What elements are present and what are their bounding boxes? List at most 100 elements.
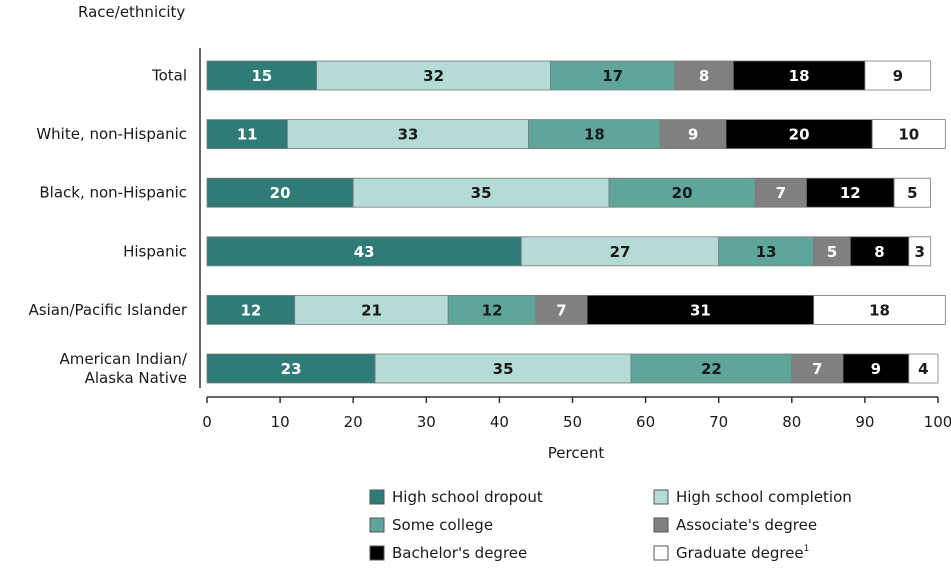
bar-value-label: 21 bbox=[361, 301, 382, 319]
legend-label-associate-s-degree: Associate's degree bbox=[676, 516, 817, 534]
bar-segment-graduate-degree bbox=[908, 236, 932, 267]
bar-segment-some-college bbox=[630, 353, 793, 384]
legend-label-high-school-completion: High school completion bbox=[676, 488, 852, 506]
bar-segment-high-school-dropout bbox=[206, 60, 317, 91]
x-tick-label: 100 bbox=[924, 413, 951, 431]
bar-segment-some-college bbox=[550, 60, 676, 91]
legend-label-some-college: Some college bbox=[392, 516, 493, 534]
bar-value-label: 12 bbox=[840, 184, 861, 202]
x-tick-label: 0 bbox=[202, 413, 212, 431]
bar-segment-associate-s-degree bbox=[659, 119, 727, 149]
bar-value-label: 35 bbox=[471, 184, 492, 202]
bar-segment-bachelor-s-degree bbox=[725, 119, 873, 149]
bar-value-label: 20 bbox=[789, 126, 810, 144]
bar-segment-bachelor-s-degree bbox=[849, 236, 910, 267]
bar-value-label: 4 bbox=[918, 360, 928, 378]
legend: High school dropout High school completio… bbox=[369, 488, 852, 562]
bar-segment-bachelor-s-degree bbox=[806, 177, 895, 208]
bar-segment-high-school-dropout bbox=[206, 353, 376, 384]
bar-segment-associate-s-degree bbox=[674, 60, 734, 91]
category-label: White, non-Hispanic bbox=[36, 125, 187, 143]
bar-segment-associate-s-degree bbox=[535, 294, 588, 325]
bar-value-label: 15 bbox=[251, 67, 272, 85]
x-tick-label: 60 bbox=[636, 413, 655, 431]
bar-value-label: 11 bbox=[237, 126, 258, 144]
category-label: Black, non-Hispanic bbox=[39, 184, 187, 202]
bar-segment-some-college bbox=[608, 177, 756, 208]
bar-value-label: 13 bbox=[756, 243, 777, 261]
bar-segment-high-school-completion bbox=[294, 294, 449, 325]
bar-value-label: 18 bbox=[789, 67, 810, 85]
y-axis-title: Race/ethnicity bbox=[78, 3, 185, 21]
bar-segment-high-school-completion bbox=[286, 119, 529, 149]
bar-value-label: 33 bbox=[398, 126, 419, 144]
bar-value-label: 10 bbox=[898, 126, 919, 144]
bar-segment-graduate-degree bbox=[908, 353, 939, 384]
bar-value-label: 3 bbox=[914, 243, 924, 261]
legend-label-graduate-degree: Graduate degree1 bbox=[676, 544, 809, 562]
bar-segment-some-college bbox=[718, 236, 815, 267]
bar-segment-graduate-degree bbox=[871, 119, 946, 149]
bar-value-label: 20 bbox=[270, 184, 291, 202]
bar-value-label: 5 bbox=[907, 184, 917, 202]
bar-value-label: 12 bbox=[240, 301, 261, 319]
bar-value-label: 12 bbox=[482, 301, 503, 319]
bar-segment-high-school-completion bbox=[316, 60, 551, 91]
bar-value-label: 7 bbox=[556, 301, 566, 319]
bar-value-label: 18 bbox=[584, 126, 605, 144]
bar-value-label: 9 bbox=[893, 67, 903, 85]
bar-value-label: 18 bbox=[869, 301, 890, 319]
bar-value-label: 27 bbox=[610, 243, 631, 261]
x-tick-label: 70 bbox=[709, 413, 728, 431]
legend-label-bachelor-s-degree: Bachelor's degree bbox=[392, 544, 527, 562]
bar-segment-high-school-completion bbox=[352, 177, 610, 208]
category-label: Hispanic bbox=[123, 242, 187, 260]
bar-segment-associate-s-degree bbox=[754, 177, 807, 208]
x-axis-title: Percent bbox=[548, 444, 605, 462]
bar-segment-high-school-completion bbox=[520, 236, 720, 267]
x-tick-label: 30 bbox=[417, 413, 436, 431]
bar-value-label: 8 bbox=[699, 67, 709, 85]
bar-value-label: 7 bbox=[776, 184, 786, 202]
legend-swatch-associate-s-degree bbox=[653, 517, 669, 533]
x-tick-label: 50 bbox=[563, 413, 582, 431]
bar-value-label: 5 bbox=[827, 243, 837, 261]
x-tick-label: 90 bbox=[855, 413, 874, 431]
bar-segment-bachelor-s-degree bbox=[586, 294, 815, 325]
bar-value-label: 43 bbox=[354, 243, 375, 261]
x-ticks-group: 0 10 20 30 40 50 60 70 80 90 100 bbox=[202, 397, 951, 431]
legend-swatch-graduate-degree bbox=[653, 545, 669, 561]
bar-value-label: 9 bbox=[688, 126, 698, 144]
bar-segment-high-school-dropout bbox=[206, 119, 288, 149]
bar-value-label: 17 bbox=[602, 67, 623, 85]
x-tick-label: 40 bbox=[490, 413, 509, 431]
bar-value-label: 9 bbox=[871, 360, 881, 378]
bar-segment-graduate-degree bbox=[813, 294, 946, 325]
bar-value-label: 22 bbox=[701, 360, 722, 378]
bar-value-label: 35 bbox=[493, 360, 514, 378]
legend-swatch-high-school-completion bbox=[653, 489, 669, 505]
bar-segment-graduate-degree bbox=[893, 177, 931, 208]
bar-value-label: 23 bbox=[281, 360, 302, 378]
x-tick-label: 20 bbox=[344, 413, 363, 431]
legend-swatch-high-school-dropout bbox=[369, 489, 385, 505]
category-label: Asian/Pacific Islander bbox=[29, 301, 188, 319]
x-tick-label: 10 bbox=[271, 413, 290, 431]
legend-swatch-bachelor-s-degree bbox=[369, 545, 385, 561]
bar-value-label: 20 bbox=[672, 184, 693, 202]
bar-segment-high-school-dropout bbox=[206, 294, 296, 325]
x-tick-label: 80 bbox=[782, 413, 801, 431]
bar-segment-bachelor-s-degree bbox=[842, 353, 910, 384]
category-label: American Indian/Alaska Native bbox=[59, 350, 187, 387]
category-label: Total bbox=[151, 67, 187, 85]
bar-segment-graduate-degree bbox=[864, 60, 932, 91]
bar-segment-some-college bbox=[447, 294, 537, 325]
bar-value-label: 7 bbox=[812, 360, 822, 378]
bar-value-label: 32 bbox=[423, 67, 444, 85]
bar-value-label: 31 bbox=[690, 301, 711, 319]
legend-swatch-some-college bbox=[369, 517, 385, 533]
legend-label-high-school-dropout: High school dropout bbox=[392, 488, 543, 506]
bar-value-label: 8 bbox=[874, 243, 884, 261]
